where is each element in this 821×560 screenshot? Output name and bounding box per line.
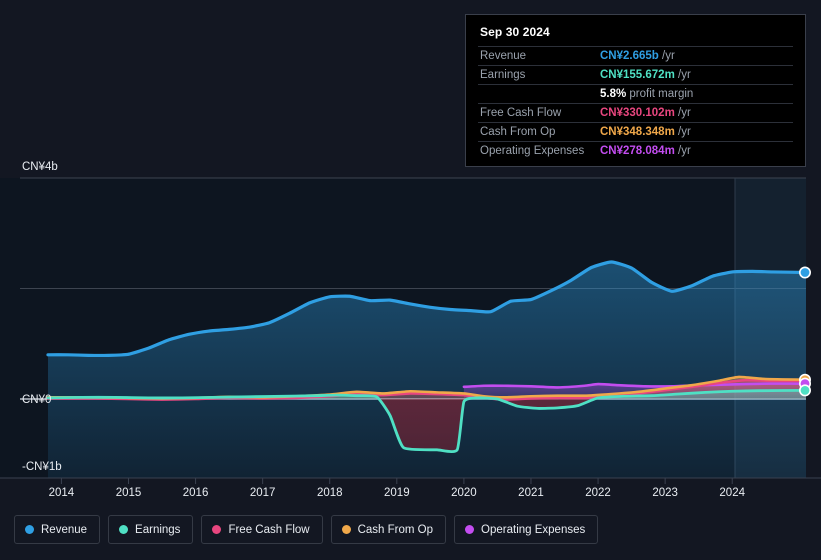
legend-item-label: Cash From Op [357, 523, 434, 536]
revenue-earnings-chart[interactable]: CN¥4b CN¥0 -CN¥1b 2014 2015 2016 2017 2018 20… [0, 0, 821, 505]
tooltip-value-amount: 5.8% [600, 88, 627, 100]
tooltip-row-value: CN¥330.102m /yr [600, 104, 793, 123]
legend-color-dot-icon [341, 525, 351, 534]
tooltip-row-label: Operating Expenses [480, 145, 585, 157]
tooltip-row-value: CN¥348.348m /yr [600, 123, 793, 142]
svg-text:2015: 2015 [116, 487, 142, 499]
legend-item-label: Free Cash Flow [228, 523, 310, 536]
legend-item-earnings[interactable]: Earnings [108, 515, 194, 544]
tooltip-value-suffix: profit margin [626, 88, 694, 100]
tooltip-row: Earnings CN¥155.672m /yr [478, 65, 793, 85]
svg-text:2024: 2024 [719, 487, 745, 499]
tooltip-table: Revenue CN¥2.665b /yr Earnings CN¥155.672m … [478, 46, 793, 160]
tooltip-value-suffix: /yr [674, 145, 691, 157]
legend-item-label: Earnings [135, 523, 181, 536]
tooltip-row: 5.8% profit margin [478, 84, 793, 104]
tooltip-row: Revenue CN¥2.665b /yr [478, 46, 793, 66]
svg-text:2018: 2018 [317, 487, 343, 499]
tooltip-row-label [478, 85, 600, 104]
legend-color-dot-icon [465, 525, 475, 534]
x-axis-labels: 2014 2015 2016 2017 2018 2019 2020 2021 2022 2023… [49, 478, 746, 499]
legend-color-dot-icon [212, 525, 222, 534]
tooltip-value-suffix: /yr [658, 50, 675, 62]
tooltip-row-label: Revenue [480, 50, 527, 62]
legend-color-dot-icon [119, 525, 129, 534]
y-axis-label-top: CN¥4b [22, 161, 58, 173]
legend-item-label: Operating Expenses [481, 523, 586, 536]
tooltip-row-label: Free Cash Flow [480, 107, 562, 119]
tooltip-row: Cash From Op CN¥348.348m /yr [478, 122, 793, 142]
legend-item-free-cash-flow[interactable]: Free Cash Flow [201, 515, 323, 544]
tooltip-value-suffix: /yr [674, 126, 691, 138]
y-axis-label-zero: CN¥0 [22, 394, 51, 406]
svg-text:2020: 2020 [451, 487, 477, 499]
tooltip-value-amount: CN¥155.672m [600, 69, 675, 81]
tooltip-row-label: Earnings [480, 69, 526, 81]
svg-text:2023: 2023 [652, 487, 678, 499]
tooltip-date: Sep 30 2024 [480, 25, 550, 39]
tooltip-row-value: CN¥278.084m /yr [600, 142, 793, 161]
legend-color-dot-icon [25, 525, 34, 534]
legend-item-operating-expenses[interactable]: Operating Expenses [454, 515, 599, 544]
tooltip-row: Operating Expenses CN¥278.084m /yr [478, 141, 793, 161]
tooltip-row-label: Cash From Op [480, 126, 556, 138]
legend-item-revenue[interactable]: Revenue [14, 515, 101, 544]
tooltip-value-amount: CN¥278.084m [600, 145, 675, 157]
tooltip-value-amount: CN¥330.102m [600, 107, 675, 119]
y-axis-label-bottom: -CN¥1b [22, 461, 62, 473]
tooltip-value-suffix: /yr [674, 69, 691, 81]
tooltip-value-amount: CN¥2.665b [600, 50, 659, 62]
tooltip-row-value: 5.8% profit margin [600, 85, 793, 104]
svg-text:2016: 2016 [183, 487, 209, 499]
tooltip-row-value: CN¥2.665b /yr [600, 47, 793, 66]
legend-item-cash-from-op[interactable]: Cash From Op [330, 515, 447, 544]
tooltip-value-suffix: /yr [674, 107, 691, 119]
series-layer [46, 260, 806, 478]
end-markers [798, 266, 811, 397]
svg-text:2019: 2019 [384, 487, 410, 499]
tooltip-row-value: CN¥155.672m /yr [600, 66, 793, 85]
tooltip-row: Free Cash Flow CN¥330.102m /yr [478, 103, 793, 123]
chart-legend[interactable]: Revenue Earnings Free Cash Flow Cash From O… [14, 515, 599, 544]
legend-item-label: Revenue [41, 523, 88, 536]
svg-text:2017: 2017 [250, 487, 276, 499]
chart-tooltip: Sep 30 2024 Revenue CN¥2.665b /yr Earnings… [465, 14, 806, 167]
svg-text:2014: 2014 [49, 487, 75, 499]
svg-text:2022: 2022 [585, 487, 611, 499]
svg-text:2021: 2021 [518, 487, 544, 499]
tooltip-value-amount: CN¥348.348m [600, 126, 675, 138]
